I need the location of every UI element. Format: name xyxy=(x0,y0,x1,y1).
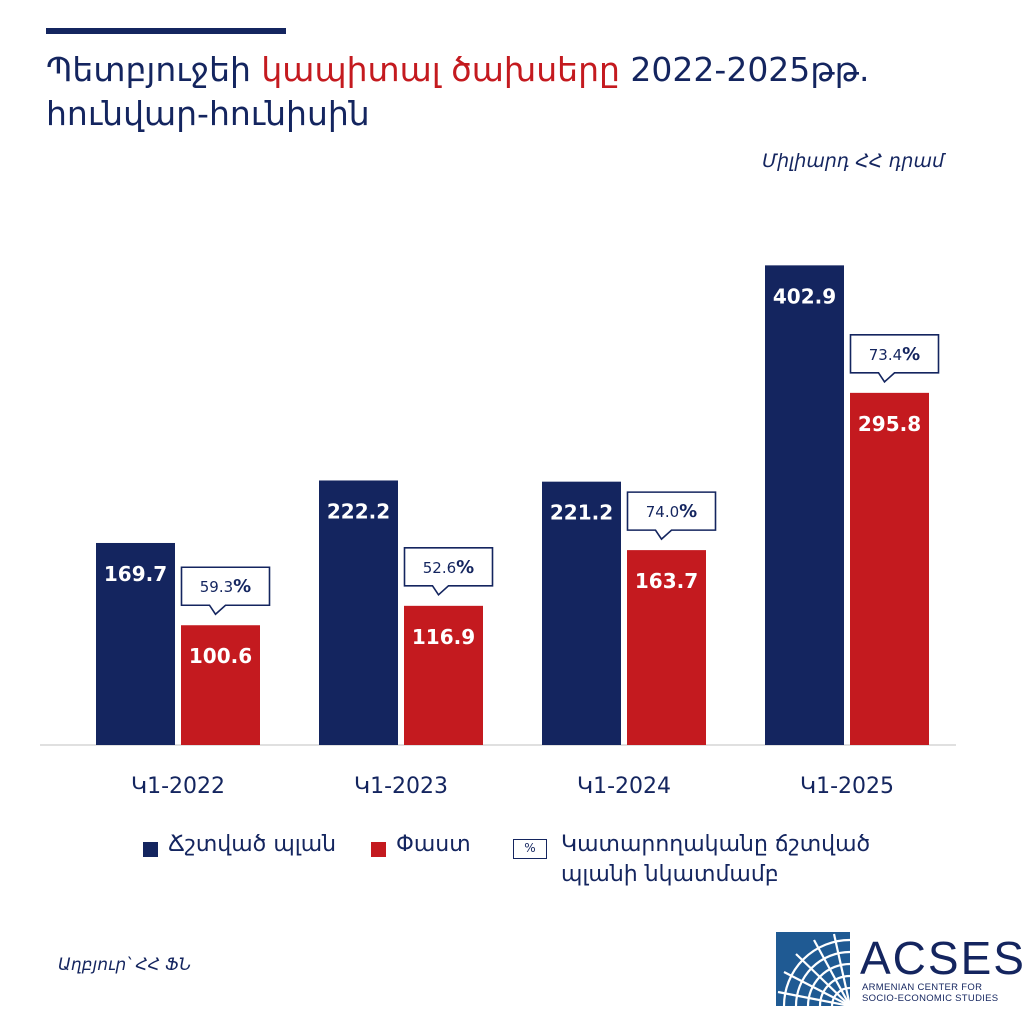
x-tick-label: Կ1-2024 xyxy=(577,774,671,799)
legend-label-plan: Ճշտված պլան xyxy=(168,832,337,857)
execution-callout xyxy=(403,547,494,597)
legend-pct-line2: պլանի նկատմամբ xyxy=(561,862,779,887)
bar-plan xyxy=(319,480,398,745)
bar-fact-value-label: 163.7 xyxy=(635,569,698,593)
bar-fact-value-label: 116.9 xyxy=(412,625,475,649)
bar-plan-value-label: 169.7 xyxy=(104,562,167,586)
acses-logo: ACSES ARMENIAN CENTER FOR SOCIO-ECONOMIC… xyxy=(776,932,1024,1008)
bar-plan xyxy=(765,265,844,745)
bar-plan xyxy=(96,542,175,745)
bar-plan xyxy=(542,481,621,745)
execution-callout-label: 74.0% xyxy=(646,501,697,522)
bar-fact xyxy=(627,550,706,745)
legend-pct-box: % xyxy=(513,839,547,859)
top-accent-bar xyxy=(46,28,286,34)
bar-fact xyxy=(850,392,929,745)
bar-fact xyxy=(404,605,483,745)
legend-label-fact: Փաստ xyxy=(396,832,471,857)
bar-fact-value-label: 295.8 xyxy=(858,412,921,436)
source-note: Աղբյուր՝ ՀՀ ՖՆ xyxy=(58,955,192,975)
logo-subtitle: ARMENIAN CENTER FOR SOCIO-ECONOMIC STUDI… xyxy=(862,982,998,1004)
x-tick-label: Կ1-2023 xyxy=(354,774,448,799)
execution-callout xyxy=(180,566,271,616)
bar-fact-value-label: 100.6 xyxy=(189,644,252,668)
logo-subtitle-line2: SOCIO-ECONOMIC STUDIES xyxy=(862,993,999,1004)
acses-logo-mark-icon xyxy=(776,932,850,1006)
bar-fact xyxy=(181,625,260,745)
legend-label-pct: Կատարողականը ճշտված պլանի նկատմամբ xyxy=(561,830,870,890)
logo-wordmark: ACSES xyxy=(860,932,1024,984)
x-tick-label: Կ1-2025 xyxy=(800,774,894,799)
units-label: Միլիարդ ՀՀ դրամ xyxy=(762,150,944,172)
execution-callout-label: 73.4% xyxy=(869,344,920,365)
title-part1: Պետբյուջեի xyxy=(46,50,262,89)
logo-subtitle-line1: ARMENIAN CENTER FOR xyxy=(862,982,983,993)
legend-swatch-plan xyxy=(143,842,158,857)
execution-callout xyxy=(849,334,940,384)
execution-callout xyxy=(626,491,717,541)
legend-item-pct: % Կատարողականը ճշտված պլանի նկատմամբ xyxy=(513,830,870,890)
legend-swatch-fact xyxy=(371,842,386,857)
bar-chart: 169.7 100.6 Կ1-2022 59.3% 222.2 116.9 Կ1-2023 5… xyxy=(40,265,956,799)
legend-pct-line1: Կատարողականը ճշտված xyxy=(561,832,871,857)
legend-item-fact: Փաստ xyxy=(371,830,471,860)
legend: Ճշտված պլան Փաստ % Կատարողականը ճշտված պ… xyxy=(143,830,943,900)
bar-plan-value-label: 402.9 xyxy=(773,284,836,308)
execution-callout-label: 52.6% xyxy=(423,557,474,578)
execution-callout-label: 59.3% xyxy=(200,576,251,597)
bar-plan-value-label: 221.2 xyxy=(550,501,613,525)
legend-item-plan: Ճշտված պլան xyxy=(143,830,336,860)
title-part2: 2022-2025թթ. հունվար-հունիսին xyxy=(46,50,870,133)
title-accent: կապիտալ ծախսերը xyxy=(261,50,620,89)
x-tick-label: Կ1-2022 xyxy=(131,774,225,799)
bar-plan-value-label: 222.2 xyxy=(327,499,390,523)
chart-title: Պետբյուջեի կապիտալ ծախսերը 2022-2025թթ. … xyxy=(46,48,986,136)
